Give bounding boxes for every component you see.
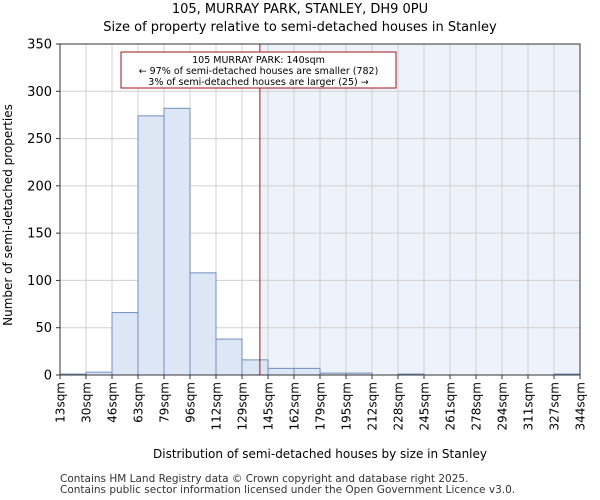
- chart-subtitle: Size of property relative to semi-detach…: [103, 20, 497, 35]
- chart-title: 105, MURRAY PARK, STANLEY, DH9 0PU: [171, 2, 429, 17]
- x-tick-label: 245sqm: [418, 382, 432, 430]
- histogram-bar: [189, 272, 217, 376]
- x-axis-ticks: 13sqm 30sqm 46sqm 63sqm 79sqm 96sqm 112sqm 129s…: [54, 375, 588, 430]
- x-tick-label: 79sqm: [158, 382, 172, 423]
- x-tick-label: 311sqm: [522, 382, 536, 430]
- x-tick-label: 30sqm: [80, 382, 94, 423]
- annotation-line-3: 3% of semi-detached houses are larger (2…: [148, 77, 368, 88]
- x-tick-label: 162sqm: [288, 382, 302, 430]
- y-tick-label: 100: [27, 274, 52, 289]
- y-tick-label: 300: [27, 85, 52, 100]
- x-tick-label: 129sqm: [236, 382, 250, 430]
- footer-line-1: Contains HM Land Registry data © Crown c…: [60, 473, 469, 485]
- histogram-bar: [241, 359, 269, 376]
- annotation-box: 105 MURRAY PARK: 140sqm ← 97% of semi-de…: [120, 51, 397, 89]
- footer-line-2: Contains public sector information licen…: [60, 484, 516, 496]
- x-tick-label: 228sqm: [392, 382, 406, 430]
- x-tick-label: 278sqm: [470, 382, 484, 430]
- histogram-bar: [215, 338, 243, 376]
- x-tick-label: 261sqm: [444, 382, 458, 430]
- bars: [59, 107, 581, 376]
- x-axis-label: Distribution of semi-detached houses by …: [153, 447, 487, 461]
- annotation-line-1: 105 MURRAY PARK: 140sqm: [192, 55, 325, 66]
- larger-region-shade: [259, 44, 580, 375]
- x-tick-label: 112sqm: [210, 382, 224, 430]
- y-tick-label: 150: [27, 227, 52, 242]
- y-tick-label: 0: [44, 369, 52, 384]
- footer: Contains HM Land Registry data © Crown c…: [60, 474, 515, 496]
- x-tick-label: 145sqm: [262, 382, 276, 430]
- x-tick-label: 46sqm: [106, 382, 120, 423]
- annotation-line-2: ← 97% of semi-detached houses are smalle…: [139, 66, 379, 77]
- y-axis-ticks: 0 50 100 150 200 250 300 350: [27, 38, 60, 384]
- x-tick-label: 195sqm: [340, 382, 354, 430]
- x-tick-label: 294sqm: [496, 382, 510, 430]
- y-tick-label: 200: [27, 179, 52, 194]
- y-tick-label: 350: [27, 38, 52, 53]
- y-tick-label: 50: [35, 321, 52, 336]
- histogram-bar: [163, 107, 191, 376]
- histogram-bar: [137, 115, 165, 376]
- x-tick-label: 13sqm: [54, 382, 68, 423]
- y-tick-label: 250: [27, 132, 52, 147]
- x-tick-label: 212sqm: [366, 382, 380, 430]
- histogram-bar: [267, 367, 295, 376]
- histogram-bar: [111, 312, 139, 376]
- x-tick-label: 179sqm: [314, 382, 328, 430]
- x-tick-label: 344sqm: [574, 382, 588, 430]
- histogram-bar: [293, 367, 321, 376]
- x-tick-label: 327sqm: [548, 382, 562, 430]
- x-tick-label: 63sqm: [132, 382, 146, 423]
- x-tick-label: 96sqm: [184, 382, 198, 423]
- y-axis-label: Number of semi-detached properties: [1, 104, 15, 326]
